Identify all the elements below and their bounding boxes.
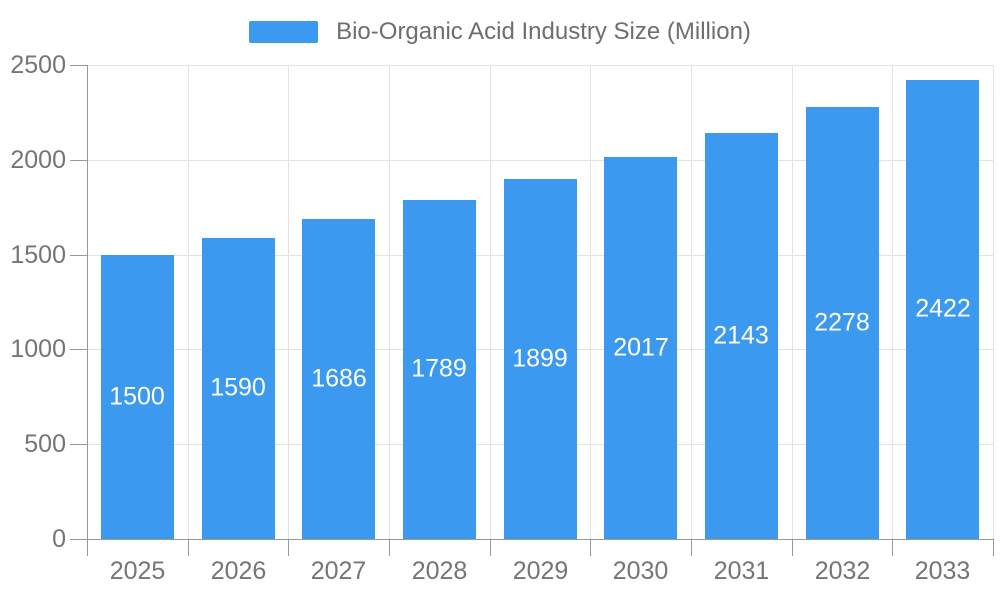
x-axis-tick — [389, 539, 390, 556]
bar-2031[interactable] — [705, 133, 778, 539]
bar-2028[interactable] — [403, 200, 476, 539]
gridline-vertical — [993, 65, 994, 539]
bar-value-label-2027: 1686 — [311, 364, 367, 393]
x-axis-tick — [691, 539, 692, 556]
legend-swatch — [249, 21, 319, 43]
bar-value-label-2032: 2278 — [814, 308, 870, 337]
y-axis-tick-label: 1500 — [10, 241, 66, 269]
bar-2027[interactable] — [302, 219, 375, 539]
gridline-horizontal — [87, 65, 993, 66]
bar-value-label-2030: 2017 — [613, 333, 669, 362]
bar-2033[interactable] — [906, 80, 979, 539]
y-axis-tick — [70, 65, 87, 66]
bar-2032[interactable] — [806, 107, 879, 539]
y-axis-tick-label: 1000 — [10, 335, 66, 363]
bar-2025[interactable] — [101, 255, 174, 539]
x-axis-tick-label: 2026 — [210, 557, 267, 585]
x-axis-tick — [590, 539, 591, 556]
x-axis-tick-label: 2025 — [109, 557, 166, 585]
x-axis-tick-label: 2027 — [310, 557, 367, 585]
bar-value-label-2033: 2422 — [915, 294, 971, 323]
y-axis-tick — [70, 349, 87, 350]
gridline-vertical — [188, 65, 189, 539]
gridline-vertical — [892, 65, 893, 539]
x-axis-tick-label: 2033 — [914, 557, 971, 585]
y-axis-tick-label: 0 — [52, 525, 66, 553]
gridline-vertical — [490, 65, 491, 539]
gridline-vertical — [792, 65, 793, 539]
x-axis-tick-label: 2030 — [612, 557, 669, 585]
bar-2026[interactable] — [202, 238, 275, 539]
x-axis-line — [87, 539, 994, 540]
y-axis-tick-label: 500 — [24, 430, 66, 458]
bar-2030[interactable] — [604, 157, 677, 539]
x-axis-tick-label: 2031 — [713, 557, 770, 585]
bar-value-label-2028: 1789 — [411, 354, 467, 383]
bar-value-label-2026: 1590 — [210, 373, 266, 402]
x-axis-tick — [188, 539, 189, 556]
x-axis-tick — [490, 539, 491, 556]
gridline-vertical — [389, 65, 390, 539]
chart-legend[interactable]: Bio-Organic Acid Industry Size (Million) — [0, 17, 1000, 47]
y-axis-tick — [70, 539, 87, 540]
y-axis-tick — [70, 255, 87, 256]
y-axis-tick — [70, 160, 87, 161]
x-axis-tick — [792, 539, 793, 556]
x-axis-tick-label: 2032 — [814, 557, 871, 585]
x-axis-tick — [87, 539, 88, 556]
y-axis-tick — [70, 444, 87, 445]
gridline-vertical — [691, 65, 692, 539]
x-axis-tick — [288, 539, 289, 556]
legend-label: Bio-Organic Acid Industry Size (Million) — [336, 18, 751, 45]
bar-2029[interactable] — [504, 179, 577, 539]
y-axis-tick-label: 2500 — [10, 51, 66, 79]
x-axis-tick-label: 2029 — [512, 557, 569, 585]
y-axis-tick-label: 2000 — [10, 146, 66, 174]
gridline-vertical — [590, 65, 591, 539]
y-axis-line — [87, 65, 88, 539]
x-axis-tick — [993, 539, 994, 556]
bar-value-label-2025: 1500 — [109, 382, 165, 411]
bar-value-label-2029: 1899 — [512, 344, 568, 373]
gridline-vertical — [288, 65, 289, 539]
x-axis-tick — [892, 539, 893, 556]
gridline-horizontal — [87, 160, 993, 161]
bar-value-label-2031: 2143 — [713, 321, 769, 350]
x-axis-tick-label: 2028 — [411, 557, 468, 585]
